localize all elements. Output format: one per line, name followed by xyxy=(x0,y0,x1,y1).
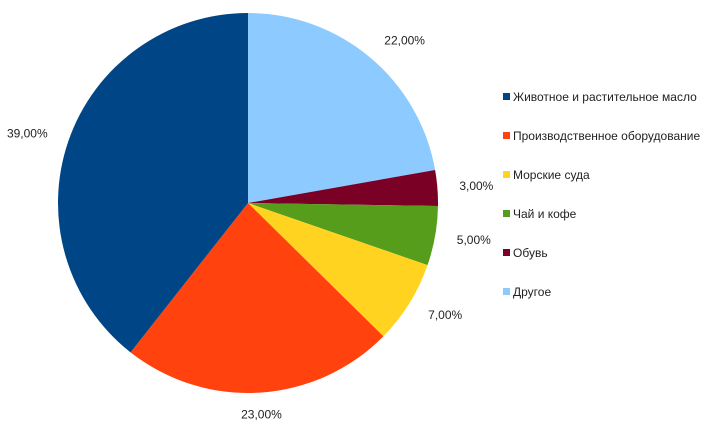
pie-slices xyxy=(57,12,438,394)
legend-label-0: Животное и растительное масло xyxy=(513,90,697,104)
legend: Животное и растительное масло Производств… xyxy=(503,90,700,299)
data-label-2: 5,00% xyxy=(457,233,491,247)
legend-label-2: Морские суда xyxy=(513,168,590,182)
data-label-0: 22,00% xyxy=(384,34,425,48)
pie-slice-3 xyxy=(248,203,428,337)
pie-slice-5 xyxy=(57,12,248,353)
data-label-1: 3,00% xyxy=(459,179,493,193)
legend-item-1: Производственное оборудование xyxy=(503,129,700,143)
legend-label-3: Чай и кофе xyxy=(513,207,577,221)
legend-swatch-0 xyxy=(503,93,510,100)
data-label-5: 39,00% xyxy=(7,127,48,141)
pie-data-labels: 22,00% 3,00% 5,00% 7,00% 23,00% 39,00% xyxy=(7,34,494,422)
data-label-4: 23,00% xyxy=(241,408,282,422)
legend-item-2: Морские суда xyxy=(503,168,590,182)
legend-item-0: Животное и растительное масло xyxy=(503,90,697,104)
legend-label-5: Другое xyxy=(513,285,551,299)
pie-slice-0 xyxy=(248,13,436,203)
legend-swatch-4 xyxy=(503,249,510,256)
pie-slice-1 xyxy=(248,170,438,207)
pie-slice-4 xyxy=(130,203,384,394)
legend-swatch-1 xyxy=(503,132,510,139)
legend-swatch-3 xyxy=(503,210,510,217)
legend-swatch-5 xyxy=(503,288,510,295)
legend-item-3: Чай и кофе xyxy=(503,207,577,221)
pie-slice-2 xyxy=(248,203,438,266)
legend-item-5: Другое xyxy=(503,285,551,299)
legend-swatch-2 xyxy=(503,171,510,178)
data-label-3: 7,00% xyxy=(428,308,462,322)
legend-label-1: Производственное оборудование xyxy=(513,129,700,143)
legend-item-4: Обувь xyxy=(503,246,548,260)
legend-label-4: Обувь xyxy=(513,246,548,260)
